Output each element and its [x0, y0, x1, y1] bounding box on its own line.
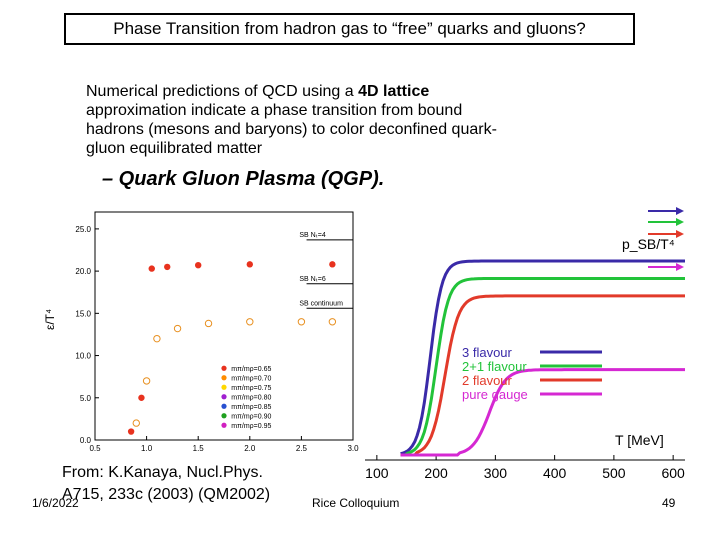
- left-y-tick-label: 5.0: [80, 394, 92, 403]
- left-x-tick-label: 1.0: [141, 444, 153, 453]
- right-arrows: [648, 207, 684, 271]
- data-point: [132, 419, 140, 427]
- sb-reference-label: SB Nₜ=6: [299, 276, 325, 283]
- legend-marker: [221, 422, 227, 428]
- right-x-tick-label: 200: [424, 465, 448, 481]
- data-point: [329, 261, 336, 268]
- legend-marker: [221, 375, 227, 381]
- legend-label: mπ/mρ=0.65: [231, 366, 271, 373]
- left-y-tick-label: 15.0: [75, 309, 91, 318]
- legend-label: mπ/mρ=0.85: [231, 404, 271, 411]
- sb-reference-label: SB Nₜ=4: [299, 232, 325, 239]
- left-y-axis-label: ε/T⁴: [43, 309, 57, 330]
- data-point: [153, 334, 161, 343]
- right-x-ticks: 100 200 300 400 500 600: [365, 455, 685, 481]
- data-point: [195, 262, 202, 269]
- slide-description: Numerical predictions of QCD using a 4D …: [86, 82, 506, 158]
- qgp-line: – Quark Gluon Plasma (QGP).: [102, 168, 385, 190]
- left-y-ticks: 0.0 5.0 10.0 15.0 20.0 25.0: [75, 225, 99, 445]
- right-curves: [400, 259, 685, 457]
- data-point: [246, 261, 253, 268]
- left-x-tick-label: 0.5: [89, 444, 101, 453]
- right-x-tick-label: 500: [602, 465, 626, 481]
- data-point: [246, 318, 254, 326]
- legend-marker: [221, 365, 227, 371]
- data-point: [204, 319, 213, 328]
- left-x-tick-label: 1.5: [193, 444, 205, 453]
- left-y-tick-label: 20.0: [75, 267, 91, 276]
- energy-density-plot: 0.0 5.0 10.0 15.0 20.0 25.0 0.5 1.0 1.5 2.0 2.5 3.…: [43, 211, 359, 453]
- legend-label: mπ/mρ=0.80: [231, 394, 271, 401]
- footer-center: Rice Colloquium: [312, 496, 400, 510]
- pressure-label: p_SB/T⁴: [622, 236, 675, 252]
- footer-page: 49: [662, 496, 676, 510]
- data-point: [173, 324, 182, 333]
- legend-label: mπ/mρ=0.95: [231, 423, 271, 430]
- pressure-curve: [400, 294, 685, 457]
- right-x-tick-label: 600: [661, 465, 685, 481]
- sb-limit-arrowhead: [676, 263, 684, 271]
- description-prefix: Numerical predictions of QCD using a: [86, 83, 359, 100]
- data-point: [164, 263, 171, 271]
- left-x-ticks: 0.5 1.0 1.5 2.0 2.5 3.0: [89, 436, 359, 453]
- data-point: [148, 265, 155, 272]
- left-x-tick-label: 2.0: [244, 444, 256, 453]
- left-legend: mπ/mρ=0.65 mπ/mρ=0.70 mπ/mρ=0.75 mπ/mρ=0.80…: [221, 365, 271, 430]
- data-point: [127, 428, 135, 435]
- sb-lines: SB Nₜ=4 SB Nₜ=6 SB continuum: [299, 232, 353, 309]
- pressure-curve: [400, 368, 685, 457]
- legend-label: mπ/mρ=0.90: [231, 413, 271, 420]
- right-x-axis-label: T [MeV]: [615, 432, 664, 448]
- left-y-tick-label: 25.0: [75, 225, 91, 234]
- left-y-tick-label: 10.0: [75, 352, 91, 361]
- source-line-2: A715, 233c (2003) (QM2002): [62, 486, 271, 503]
- data-point: [142, 377, 151, 385]
- sb-limit-arrowhead: [676, 230, 684, 238]
- right-x-tick-label: 400: [543, 465, 567, 481]
- legend-label: mπ/mρ=0.70: [231, 375, 271, 382]
- description-suffix: approximation indicate a phase transitio…: [86, 102, 497, 157]
- data-point: [328, 318, 337, 326]
- right-x-tick-label: 100: [365, 465, 389, 481]
- footer-date: 1/6/2022: [32, 496, 79, 510]
- legend-marker: [221, 403, 227, 409]
- pressure-curve: [400, 277, 685, 457]
- legend-label: mπ/mρ=0.75: [231, 385, 271, 392]
- legend-marker: [221, 413, 227, 419]
- right-legend-label: 3 flavour: [462, 345, 513, 360]
- right-x-tick-label: 300: [484, 465, 508, 481]
- source-line-1: From: K.Kanaya, Nucl.Phys.: [62, 464, 263, 481]
- left-data-points: [127, 261, 337, 435]
- right-legend-label: 2 flavour: [462, 373, 513, 388]
- description-bold: 4D lattice: [358, 83, 430, 100]
- slide-title: Phase Transition from hadron gas to “fre…: [64, 13, 635, 45]
- sb-reference-label: SB continuum: [299, 300, 343, 307]
- left-x-tick-label: 3.0: [347, 444, 359, 453]
- right-legend-label: 2+1 flavour: [462, 359, 527, 374]
- data-point: [138, 394, 145, 401]
- left-y-tick-label: 0.0: [80, 436, 92, 445]
- legend-marker: [221, 394, 227, 400]
- data-point: [297, 318, 306, 326]
- legend-marker: [221, 384, 227, 390]
- sb-limit-arrowhead: [676, 207, 684, 215]
- left-x-tick-label: 2.5: [296, 444, 308, 453]
- right-legend-label: pure gauge: [462, 387, 528, 402]
- sb-limit-arrowhead: [676, 218, 684, 226]
- source-citation: From: K.Kanaya, Nucl.Phys. A715, 233c (2…: [62, 462, 270, 506]
- pressure-curve: [400, 259, 685, 456]
